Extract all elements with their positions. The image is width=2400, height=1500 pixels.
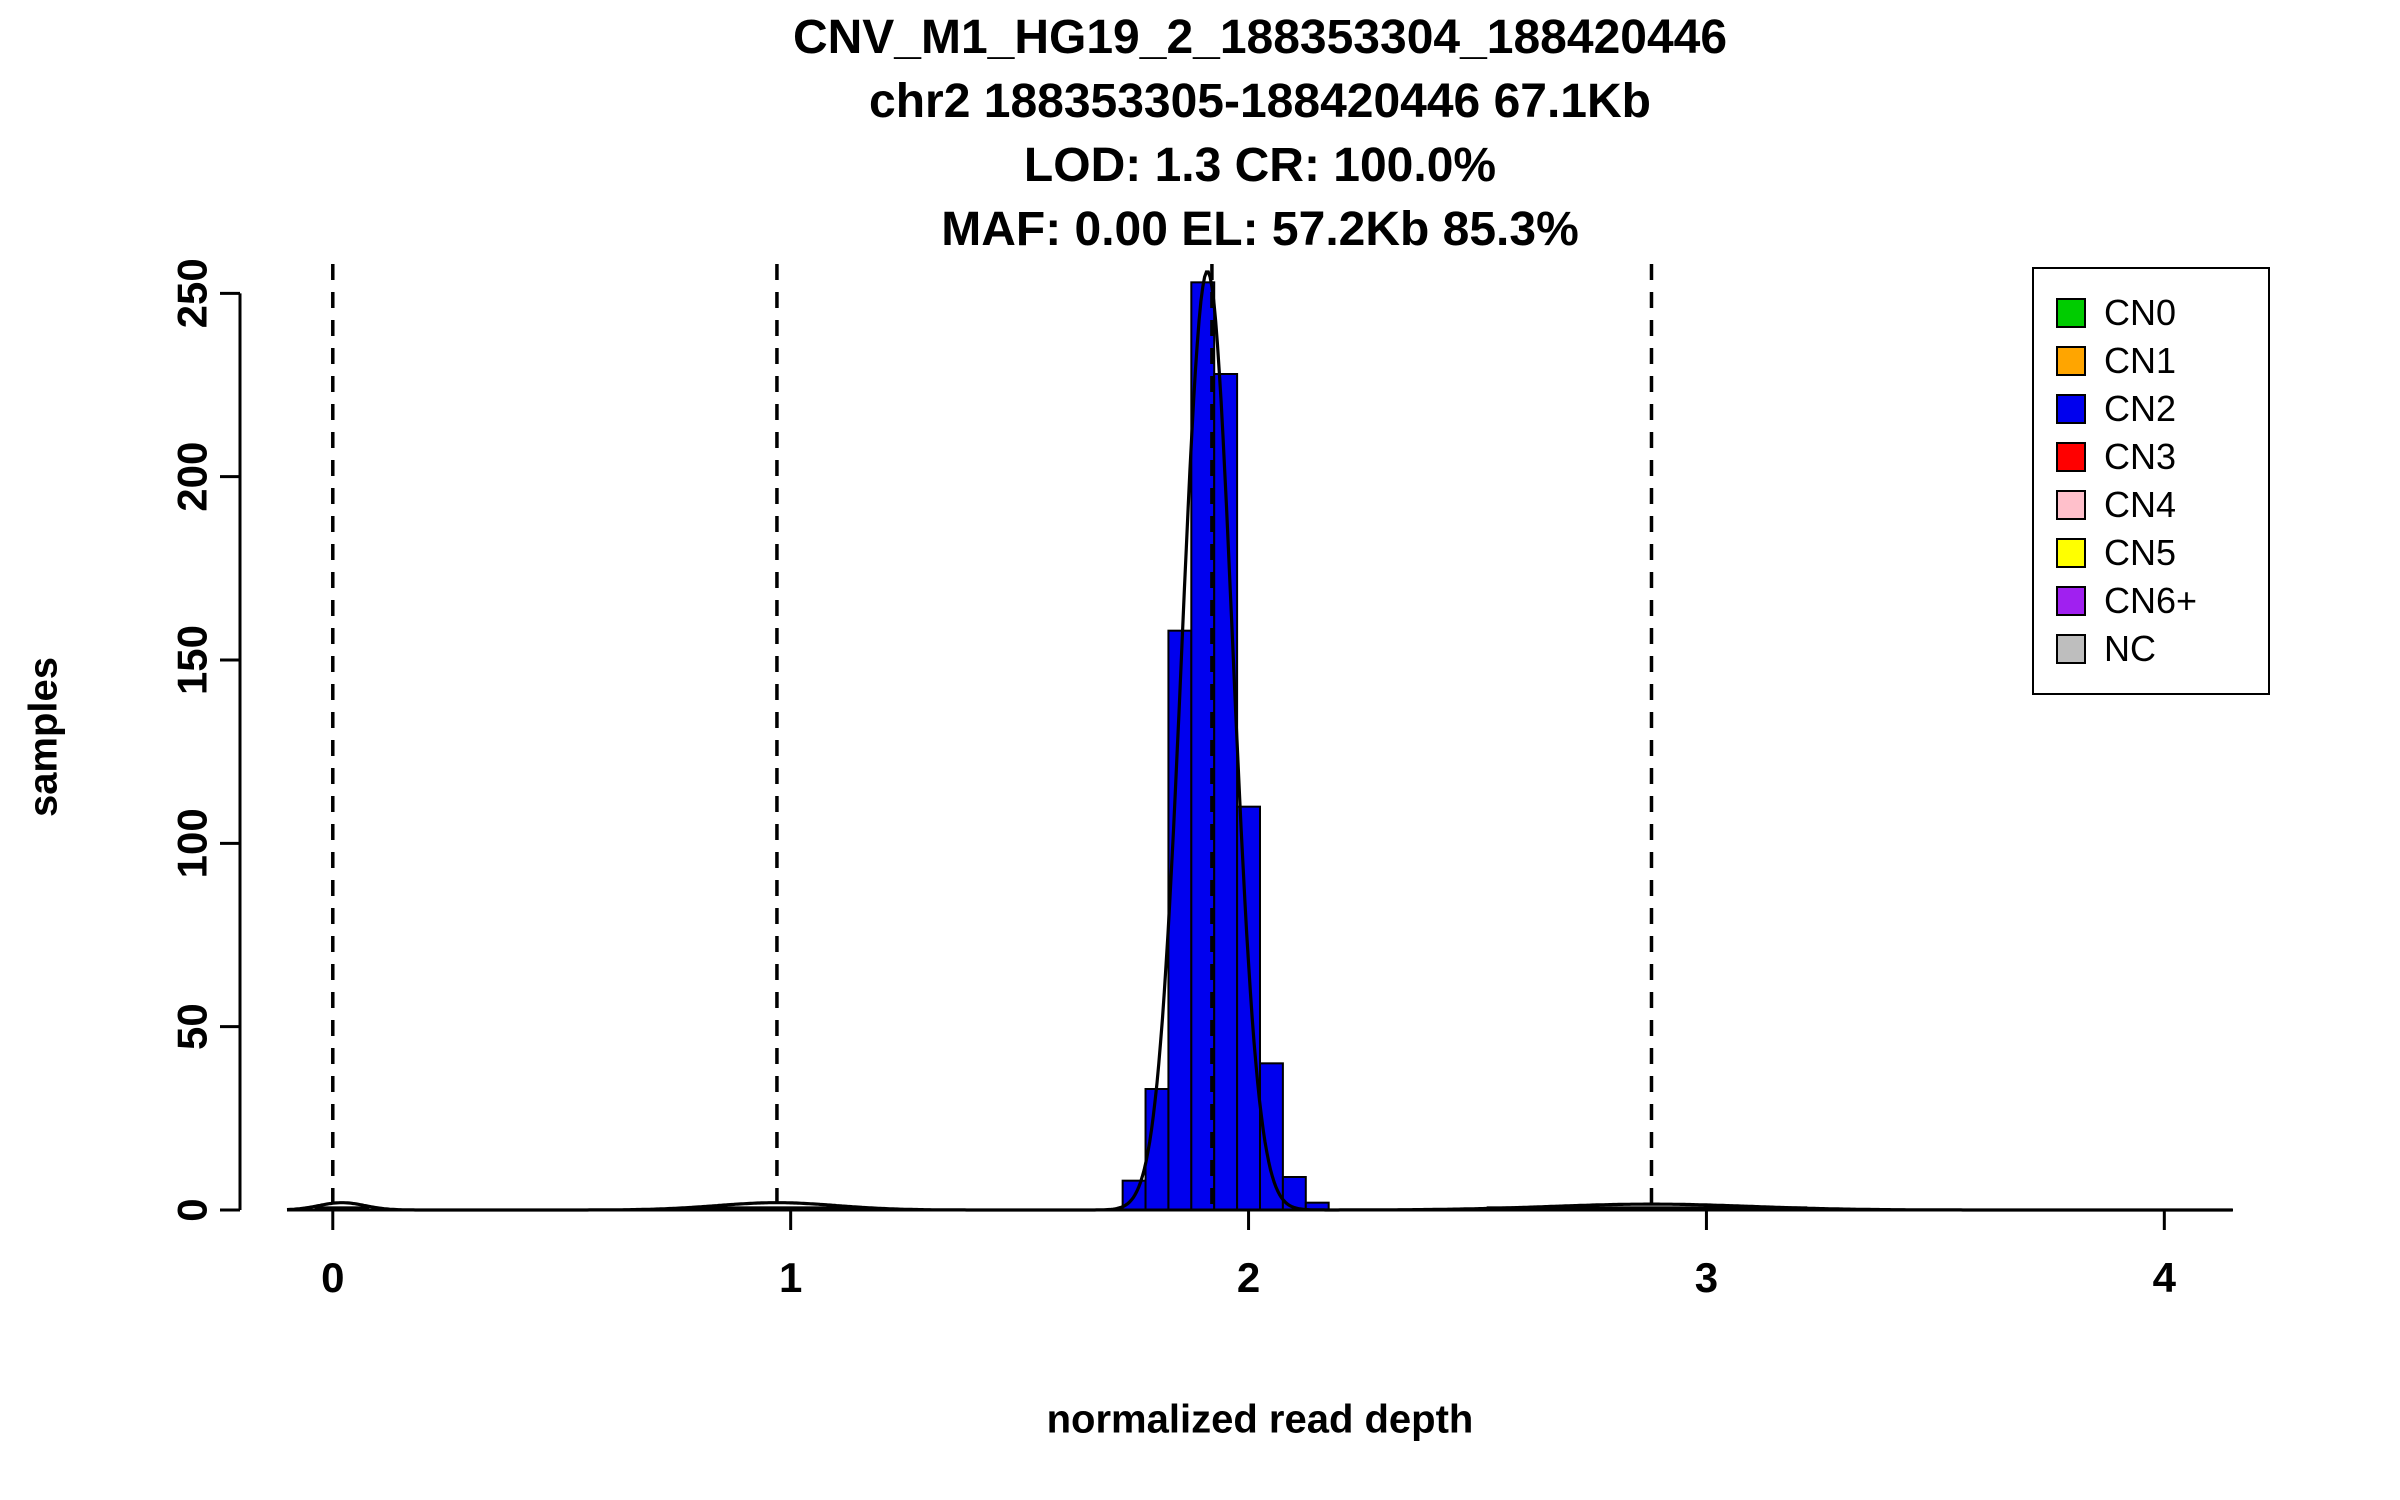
legend-swatch-cn3 (2056, 442, 2086, 472)
baseline-bump (314, 1206, 370, 1210)
y-tick-label: 0 (169, 1198, 216, 1221)
x-tick-label: 4 (2153, 1254, 2177, 1301)
y-tick-label: 200 (169, 442, 216, 512)
legend-swatch-cn0 (2056, 298, 2086, 328)
legend-label: CN4 (2104, 484, 2177, 525)
title-line-2: chr2 188353305-188420446 67.1Kb (869, 75, 1651, 128)
legend-swatch-nc (2056, 634, 2086, 664)
legend-label: CN1 (2104, 340, 2177, 381)
legend-item-cn4: CN4 (2056, 481, 2268, 529)
legend-label: CN6+ (2104, 580, 2198, 621)
y-tick-label: 50 (169, 1003, 216, 1050)
legend-item-cn1: CN1 (2056, 337, 2268, 385)
legend-item-cn5: CN5 (2056, 529, 2268, 577)
legend-item-cn0: CN0 (2056, 289, 2268, 337)
legend-item-cn2: CN2 (2056, 385, 2268, 433)
title-line-4: MAF: 0.00 EL: 57.2Kb 85.3% (941, 203, 1579, 256)
legend-swatch-cn6plus (2056, 586, 2086, 616)
legend-swatch-cn2 (2056, 394, 2086, 424)
y-tick-label: 250 (169, 258, 216, 328)
plot-title-block: CNV_M1_HG19_2_188353304_188420446 chr2 1… (120, 6, 2400, 262)
baseline-bump (689, 1206, 864, 1210)
x-tick-label: 1 (779, 1254, 802, 1301)
x-tick-label: 3 (1695, 1254, 1718, 1301)
legend-label: NC (2104, 628, 2156, 669)
histogram-bar (1236, 805, 1261, 1212)
y-tick-label: 100 (169, 808, 216, 878)
legend-label: CN5 (2104, 532, 2177, 573)
baseline-bump (1486, 1206, 1808, 1210)
x-axis-label: normalized read depth (1046, 1397, 1474, 1442)
legend-swatch-cn1 (2056, 346, 2086, 376)
x-tick-label: 2 (1237, 1254, 1260, 1301)
y-tick-label: 150 (169, 625, 216, 695)
legend-swatch-cn4 (2056, 490, 2086, 520)
legend: CN0 CN1 CN2 CN3 CN4 CN5 CN6+ NC (2032, 267, 2270, 695)
legend-label: CN0 (2104, 292, 2177, 333)
title-line-3: LOD: 1.3 CR: 100.0% (1023, 139, 1497, 192)
legend-swatch-cn5 (2056, 538, 2086, 568)
legend-item-cn3: CN3 (2056, 433, 2268, 481)
legend-item-cn6plus: CN6+ (2056, 577, 2268, 625)
legend-label: CN3 (2104, 436, 2177, 477)
x-tick-label: 0 (321, 1254, 344, 1301)
legend-label: CN2 (2104, 388, 2177, 429)
y-axis-label: samples (21, 656, 66, 818)
title-line-1: CNV_M1_HG19_2_188353304_188420446 (792, 11, 1728, 64)
legend-item-nc: NC (2056, 625, 2268, 673)
